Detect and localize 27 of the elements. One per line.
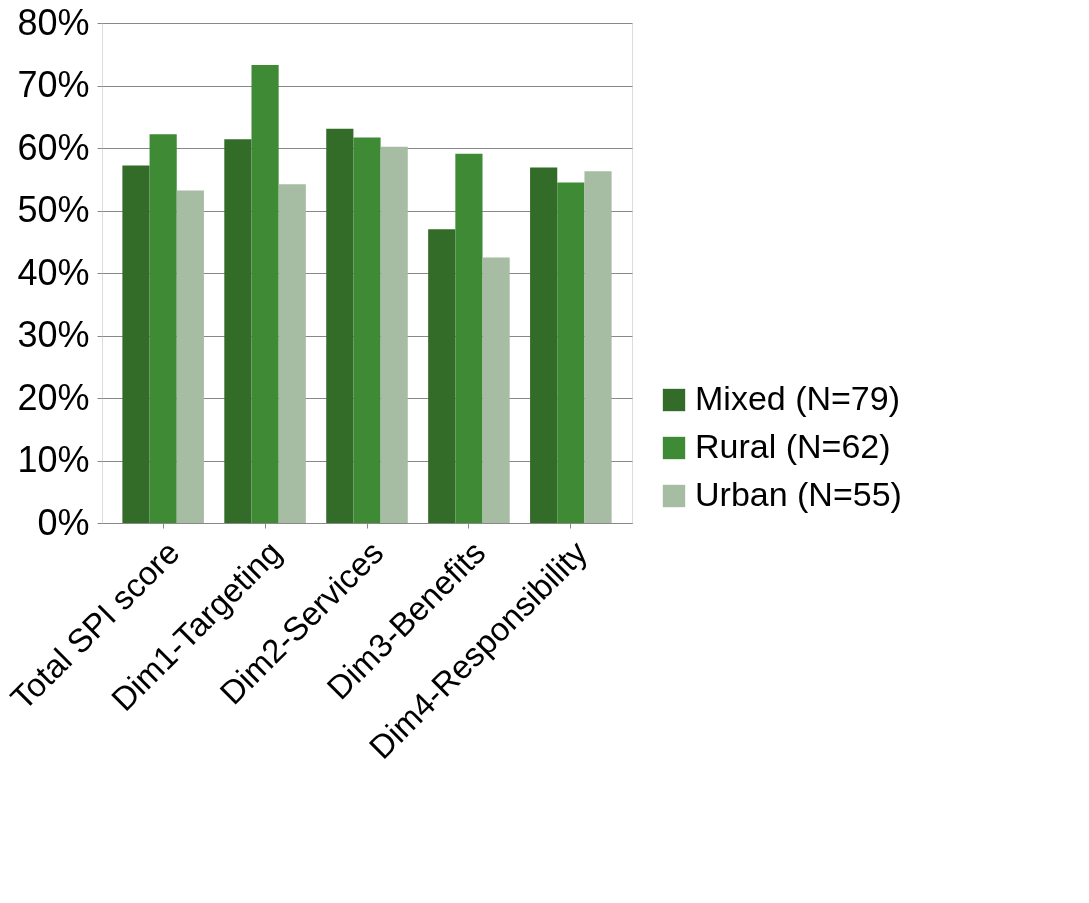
legend-label: Urban (N=55) [695,475,902,513]
y-tick-label: 80% [17,1,90,43]
bar [557,182,585,523]
bar [482,257,510,523]
bar [122,165,150,523]
bar [326,128,354,523]
y-tick-label: 30% [17,314,90,355]
bar [380,146,408,523]
bar [149,134,177,523]
y-tick-label: 0% [37,501,90,543]
legend-label: Mixed (N=79) [695,379,901,417]
bar [455,153,483,523]
y-tick-label: 70% [17,64,90,105]
y-tick-label: 40% [17,251,90,293]
y-tick-label: 60% [17,126,90,168]
bar [251,64,279,523]
y-tick-label: 50% [17,189,90,230]
y-tick-label: 10% [17,439,90,480]
y-tick-label: 20% [17,376,90,418]
bar [176,190,204,523]
bar [530,167,558,523]
bar [353,137,381,523]
bar [224,139,252,523]
bar [278,184,306,523]
bar [584,171,612,523]
legend-label: Rural (N=62) [695,427,891,465]
bar [428,229,456,523]
